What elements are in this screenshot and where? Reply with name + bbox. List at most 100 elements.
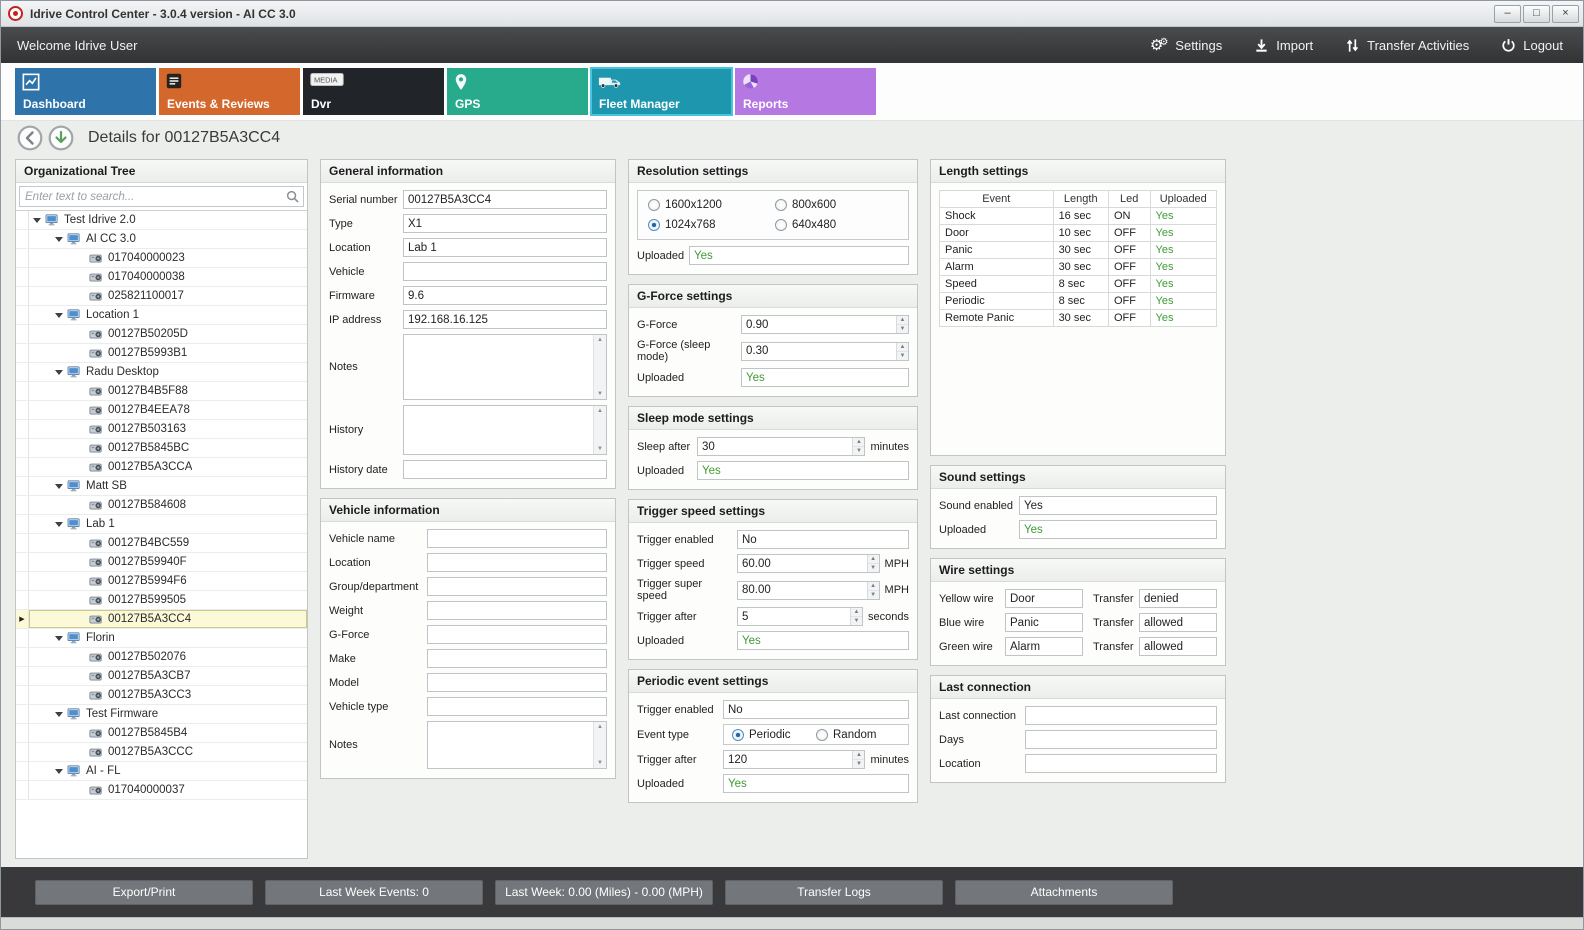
length-row-shock[interactable]: Shock 16 sec ON Yes xyxy=(939,207,1217,225)
expander-icon[interactable] xyxy=(55,483,63,489)
trigger-enabled-input[interactable] xyxy=(723,700,909,719)
length-row-periodic[interactable]: Periodic 8 sec OFF Yes xyxy=(939,292,1217,310)
expander-icon[interactable] xyxy=(33,217,41,223)
tree-node-00127b5845b4[interactable]: 00127B5845B4 xyxy=(16,724,307,743)
green-wire-input[interactable] xyxy=(1005,637,1083,656)
tree-node-017040000038[interactable]: 017040000038 xyxy=(16,268,307,287)
spin-down-icon[interactable]: ▼ xyxy=(855,448,862,454)
yellow-wire-transfer-input[interactable] xyxy=(1139,589,1217,608)
maximize-button[interactable]: □ xyxy=(1523,4,1550,23)
scrollbar[interactable]: ▲ ▼ xyxy=(593,335,606,399)
vehicle-input[interactable] xyxy=(403,262,607,281)
tree-node-017040000023[interactable]: 017040000023 xyxy=(16,249,307,268)
tree-node-017040000037[interactable]: 017040000037 xyxy=(16,781,307,800)
trigger-after-input[interactable] xyxy=(737,607,864,626)
scroll-up-icon[interactable]: ▲ xyxy=(597,408,603,414)
search-input[interactable] xyxy=(19,186,304,207)
tree-node-00127b503163[interactable]: 00127B503163 xyxy=(16,420,307,439)
menu-import[interactable]: Import xyxy=(1254,38,1313,53)
radio-800x600[interactable]: 800x600 xyxy=(775,199,898,211)
length-row-remote-panic[interactable]: Remote Panic 30 sec OFF Yes xyxy=(939,309,1217,327)
scroll-down-icon[interactable]: ▼ xyxy=(597,391,603,397)
length-row-panic[interactable]: Panic 30 sec OFF Yes xyxy=(939,241,1217,259)
tree-node-00127b5a3cc4[interactable]: ▶ 00127B5A3CC4 xyxy=(16,610,307,629)
days-input[interactable] xyxy=(1025,730,1217,749)
spin-down-icon[interactable]: ▼ xyxy=(899,326,906,332)
notes-textarea[interactable] xyxy=(427,721,607,769)
tree-node-00127b5a3cc3[interactable]: 00127B5A3CC3 xyxy=(16,686,307,705)
uploaded-input[interactable] xyxy=(723,774,909,793)
g-force-input[interactable] xyxy=(427,625,607,644)
tree-node-location-1[interactable]: Location 1 xyxy=(16,306,307,325)
spin-down-icon[interactable]: ▼ xyxy=(870,591,877,598)
history-date-input[interactable] xyxy=(403,460,607,479)
tree-node-025821100017[interactable]: 025821100017 xyxy=(16,287,307,306)
vehicle-type-input[interactable] xyxy=(427,697,607,716)
spin-down-icon[interactable]: ▼ xyxy=(853,618,860,624)
column-header-led[interactable]: Led xyxy=(1107,190,1151,208)
tree-node-00127b4b5f88[interactable]: 00127B4B5F88 xyxy=(16,382,307,401)
blue-wire-transfer-input[interactable] xyxy=(1139,613,1217,632)
spin-up-icon[interactable]: ▲ xyxy=(867,582,879,591)
spinner[interactable]: ▲ ▼ xyxy=(866,581,879,599)
scroll-up-icon[interactable]: ▲ xyxy=(597,724,603,730)
type-input[interactable] xyxy=(403,214,607,233)
transfer-logs-button[interactable]: Transfer Logs xyxy=(725,879,943,905)
expander-icon[interactable] xyxy=(55,236,63,242)
menu-transfer-activities[interactable]: Transfer Activities xyxy=(1345,38,1469,53)
green-wire-transfer-input[interactable] xyxy=(1139,637,1217,656)
vehicle-name-input[interactable] xyxy=(427,529,607,548)
length-row-door[interactable]: Door 10 sec OFF Yes xyxy=(939,224,1217,242)
spinner[interactable]: ▲ ▼ xyxy=(866,555,879,572)
uploaded-input[interactable] xyxy=(1019,520,1217,539)
trigger-after-input[interactable] xyxy=(723,750,866,769)
expander-icon[interactable] xyxy=(55,369,63,375)
spin-up-icon[interactable]: ▲ xyxy=(851,608,863,617)
expander-icon[interactable] xyxy=(55,635,63,641)
tree-node-00127b50205d[interactable]: 00127B50205D xyxy=(16,325,307,344)
uploaded-input[interactable] xyxy=(689,246,909,265)
last-connection-input[interactable] xyxy=(1025,706,1217,725)
tree-node-00127b5994f6[interactable]: 00127B5994F6 xyxy=(16,572,307,591)
expander-icon[interactable] xyxy=(55,312,63,318)
history-textarea[interactable] xyxy=(403,405,607,455)
back-button[interactable] xyxy=(17,125,43,151)
uploaded-input[interactable] xyxy=(737,631,909,650)
tab-events-reviews[interactable]: Events & Reviews xyxy=(159,68,300,115)
tree-node-00127b59940f[interactable]: 00127B59940F xyxy=(16,553,307,572)
spinner[interactable]: ▲ ▼ xyxy=(896,316,908,333)
scroll-up-icon[interactable]: ▲ xyxy=(597,337,603,343)
yellow-wire-input[interactable] xyxy=(1005,589,1083,608)
tree-node-lab-1[interactable]: Lab 1 xyxy=(16,515,307,534)
firmware-input[interactable] xyxy=(403,286,607,305)
export-print-button[interactable]: Export/Print xyxy=(35,879,253,905)
tree-node-ai-fl[interactable]: AI - FL xyxy=(16,762,307,781)
minimize-button[interactable]: – xyxy=(1494,4,1521,23)
tab-dvr[interactable]: MEDIA Dvr xyxy=(303,68,444,115)
tree-node-00127b584608[interactable]: 00127B584608 xyxy=(16,496,307,515)
tree-node-test-idrive-2-0[interactable]: Test Idrive 2.0 xyxy=(16,211,307,230)
spinner[interactable]: ▲ ▼ xyxy=(852,751,865,768)
model-input[interactable] xyxy=(427,673,607,692)
spinner[interactable]: ▲ ▼ xyxy=(896,342,908,360)
radio-640x480[interactable]: 640x480 xyxy=(775,219,898,231)
sound-enabled-input[interactable] xyxy=(1019,496,1217,515)
tree-node-00127b5a3cb7[interactable]: 00127B5A3CB7 xyxy=(16,667,307,686)
g-force-sleep-mode-input[interactable] xyxy=(741,341,909,361)
spin-up-icon[interactable]: ▲ xyxy=(853,751,865,760)
radio-periodic[interactable]: Periodic xyxy=(732,728,816,741)
spin-up-icon[interactable]: ▲ xyxy=(853,438,865,447)
spin-down-icon[interactable]: ▼ xyxy=(855,761,862,767)
sleep-after-input[interactable] xyxy=(697,437,866,456)
expander-icon[interactable] xyxy=(55,521,63,527)
tree-node-00127b4eea78[interactable]: 00127B4EEA78 xyxy=(16,401,307,420)
uploaded-input[interactable] xyxy=(741,368,909,387)
tree-node-00127b502076[interactable]: 00127B502076 xyxy=(16,648,307,667)
weight-input[interactable] xyxy=(427,601,607,620)
spin-up-icon[interactable]: ▲ xyxy=(897,316,908,325)
scroll-down-icon[interactable]: ▼ xyxy=(597,760,603,766)
scroll-down-button[interactable] xyxy=(48,125,74,151)
tree-node-00127b599505[interactable]: 00127B599505 xyxy=(16,591,307,610)
column-header-length[interactable]: Length xyxy=(1052,190,1109,208)
trigger-enabled-input[interactable] xyxy=(737,530,909,549)
